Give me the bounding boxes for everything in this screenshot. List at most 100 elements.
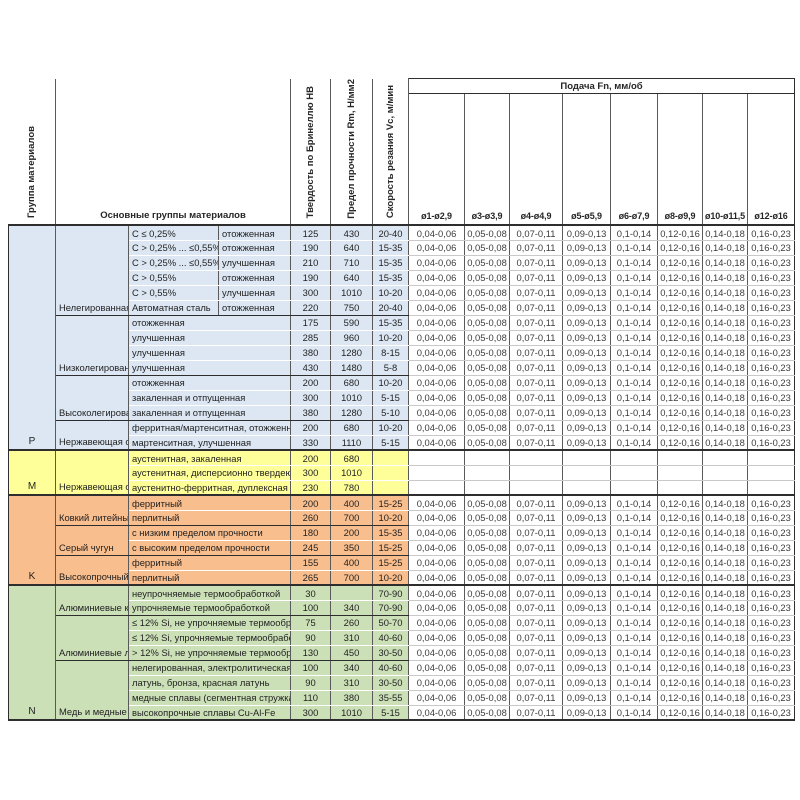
feed-cell: 0,05-0,08: [464, 705, 510, 722]
material-desc-cell: ≤ 12% Si, упрочняемые термообработкой: [128, 630, 291, 646]
feed-cell: 0,04-0,06: [408, 225, 465, 241]
feed-cell: 0,07-0,11: [509, 285, 563, 301]
feed-cell: 0,05-0,08: [464, 330, 510, 346]
cutting-speed-cell: 30-50: [372, 675, 409, 691]
feed-cell: [562, 480, 611, 497]
feed-cell: 0,09-0,13: [562, 300, 611, 316]
feed-cell: 0,16-0,23: [746, 615, 796, 631]
feed-cell: 0,04-0,06: [408, 360, 465, 376]
feed-cell: 0,16-0,23: [746, 630, 796, 646]
feed-cell: 0,16-0,23: [746, 255, 796, 271]
feed-cell: 0,1-0,14: [610, 600, 658, 616]
feed-cell: 0,05-0,08: [464, 585, 510, 601]
treatment-state-cell: улучшенная: [218, 285, 291, 301]
material-group-cell: Серый чугун: [55, 525, 129, 556]
hardness-cell: 125: [290, 225, 331, 241]
feed-cell: 0,12-0,16: [657, 390, 703, 406]
feed-cell: 0,07-0,11: [509, 240, 563, 256]
hardness-cell: 430: [290, 360, 331, 376]
header-row-top: Группа материалов Основные группы матери…: [8, 77, 796, 227]
feed-cell: 0,09-0,13: [562, 555, 611, 571]
strength-cell: 590: [330, 315, 373, 331]
material-class-cell: K: [8, 495, 56, 587]
strength-cell: 1010: [330, 285, 373, 301]
hardness-cell: 75: [290, 615, 331, 631]
cutting-speed-cell: 15-35: [372, 255, 409, 271]
feed-cell: 0,14-0,18: [702, 495, 748, 511]
feed-cell: [464, 450, 510, 466]
feed-cell: 0,12-0,16: [657, 255, 703, 271]
material-desc-cell: перлитный: [128, 570, 291, 587]
feed-cell: 0,14-0,18: [702, 390, 748, 406]
strength-cell: 750: [330, 300, 373, 316]
feed-cell: 0,16-0,23: [746, 660, 796, 676]
feed-cell: 0,05-0,08: [464, 600, 510, 616]
feed-cell: 0,07-0,11: [509, 255, 563, 271]
feed-cell: 0,14-0,18: [702, 570, 748, 587]
feed-cell: 0,09-0,13: [562, 675, 611, 691]
table-row: Нержавеющая стальферритная/мартенситная,…: [9, 420, 796, 452]
feed-cell: 0,05-0,08: [464, 300, 510, 316]
feed-cell: 0,16-0,23: [746, 525, 796, 541]
hardness-cell: 265: [290, 570, 331, 587]
cutting-speed-cell: [372, 450, 409, 466]
feed-cell: 0,14-0,18: [702, 240, 748, 256]
feed-cell: 0,12-0,16: [657, 585, 703, 601]
feed-cell: 0,04-0,06: [408, 270, 465, 286]
strength-cell: 310: [330, 630, 373, 646]
feed-cell: 0,07-0,11: [509, 675, 563, 691]
strength-cell: 1480: [330, 360, 373, 376]
hardness-cell: 200: [290, 495, 331, 511]
table-row: высокопрочные сплавы Cu-Al-Fe 300 1010 5-15…: [9, 705, 796, 722]
feed-cell: 0,07-0,11: [509, 630, 563, 646]
feed-cell: 0,16-0,23: [746, 705, 796, 722]
table-row: аустенитная, дисперсионно твердеющая3001…: [9, 465, 796, 481]
feed-cell: 0,04-0,06: [408, 690, 465, 706]
hardness-cell: 100: [290, 600, 331, 616]
feed-cell: 0,1-0,14: [610, 270, 658, 286]
material-desc-cell: аустенитная, закаленная: [128, 450, 291, 466]
carbon-content-cell: C > 0,55%: [128, 285, 219, 301]
feed-cell: 0,09-0,13: [562, 540, 611, 556]
strength-cell: 450: [330, 645, 373, 661]
feed-cell: [746, 450, 796, 466]
feed-cell: 0,16-0,23: [746, 645, 796, 661]
hardness-cell: 220: [290, 300, 331, 316]
feed-cell: 0,12-0,16: [657, 405, 703, 421]
feed-cell: 0,16-0,23: [746, 690, 796, 706]
cutting-speed-cell: 10-20: [372, 570, 409, 587]
feed-cell: 0,1-0,14: [610, 390, 658, 406]
feed-cell: 0,05-0,08: [464, 390, 510, 406]
table-row: улучшенная 430 1480 5-8 0,04-0,06 0,05-0,08 0,…: [9, 360, 796, 376]
feed-cell: 0,1-0,14: [610, 645, 658, 661]
strength-cell: 200: [330, 525, 373, 541]
feed-cell: 0,16-0,23: [746, 435, 796, 452]
column-header-cutting-speed: Скорость резания Vc, м/мин: [372, 78, 409, 227]
diameter-column-header: ø8-ø9,9: [657, 93, 703, 227]
table-row: медные сплавы (сегментная стружка) 110 380…: [9, 690, 796, 706]
feed-cell: 0,12-0,16: [657, 600, 703, 616]
feed-cell: 0,12-0,16: [657, 270, 703, 286]
cutting-speed-cell: 15-35: [372, 240, 409, 256]
feed-cell: 0,07-0,11: [509, 585, 563, 601]
feed-cell: 0,09-0,13: [562, 495, 611, 511]
material-desc-cell: улучшенная: [128, 330, 291, 346]
feed-cell: 0,14-0,18: [702, 555, 748, 571]
feed-cell: 0,04-0,06: [408, 705, 465, 722]
feed-cell: 0,1-0,14: [610, 285, 658, 301]
diameter-column-header: ø1-ø2,9: [408, 93, 465, 227]
cutting-speed-cell: 15-35: [372, 315, 409, 331]
material-desc-cell: мартенситная, улучшенная: [128, 435, 291, 452]
hardness-cell: 100: [290, 660, 331, 676]
feed-cell: 0,05-0,08: [464, 690, 510, 706]
feed-cell: [610, 480, 658, 497]
feed-cell: 0,07-0,11: [509, 555, 563, 571]
cutting-speed-cell: 10-20: [372, 330, 409, 346]
strength-cell: 430: [330, 225, 373, 241]
feed-cell: 0,12-0,16: [657, 510, 703, 526]
feed-cell: 0,16-0,23: [746, 315, 796, 331]
feed-cell: 0,09-0,13: [562, 570, 611, 587]
hardness-cell: 380: [290, 405, 331, 421]
material-desc-cell: с низким пределом прочности: [128, 525, 291, 541]
feed-cell: 0,09-0,13: [562, 615, 611, 631]
